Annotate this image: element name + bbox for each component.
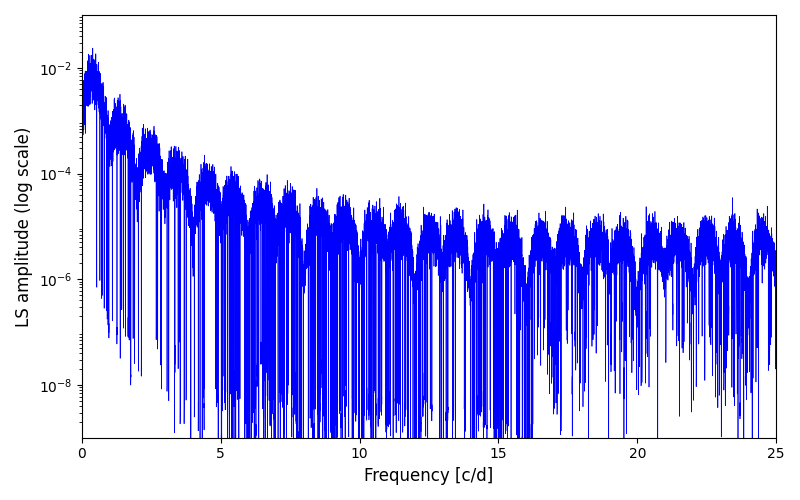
Y-axis label: LS amplitude (log scale): LS amplitude (log scale) [15,126,33,326]
X-axis label: Frequency [c/d]: Frequency [c/d] [364,467,494,485]
